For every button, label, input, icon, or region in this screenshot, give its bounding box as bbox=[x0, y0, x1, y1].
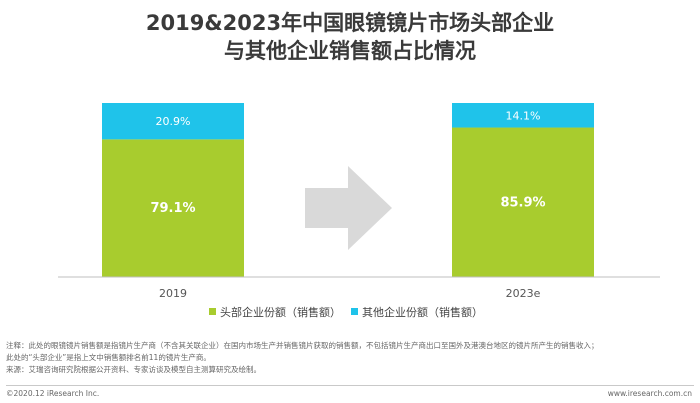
legend-other-swatch bbox=[351, 308, 358, 315]
bar-head-2023e bbox=[452, 127, 594, 277]
stacked-bar-chart: 79.1% 20.9% 2019 85.9% 14.1% 2023e 头部企业份额（销售额）… bbox=[58, 103, 660, 319]
legend-other-label: 其他企业份额（销售额） bbox=[362, 305, 483, 319]
copyright-text: ©2020.12 iResearch Inc. bbox=[6, 389, 100, 398]
legend-head-swatch bbox=[209, 308, 216, 315]
bar-other-2019 bbox=[102, 103, 244, 140]
data-label-other-2023e: 14.1% bbox=[506, 109, 541, 122]
data-label-head-2023e: 85.9% bbox=[500, 195, 545, 210]
chart-title-line2: 与其他企业销售额占比情况 bbox=[224, 39, 476, 63]
x-tick-label-2023e: 2023e bbox=[506, 287, 541, 300]
data-label-head-2019: 79.1% bbox=[150, 201, 195, 216]
chart-title-line1: 2019&2023年中国眼镜镜片市场头部企业 bbox=[145, 11, 555, 35]
bar-other-2023e bbox=[452, 103, 594, 128]
note-line-2: 此处的“头部企业”是指上文中销售额排名前11的镜片生产商。 bbox=[6, 353, 211, 362]
x-tick-label-2019: 2019 bbox=[159, 287, 187, 300]
bar-head-2019 bbox=[102, 139, 244, 277]
footer-divider bbox=[6, 385, 694, 386]
notes-block: 注释：此处的眼镜镜片销售额是指镜片生产商（不含其关联企业）在国内市场生产并销售镜… bbox=[6, 340, 696, 376]
website-text: www.iresearch.com.cn bbox=[607, 389, 692, 398]
data-label-other-2019: 20.9% bbox=[156, 115, 191, 128]
arrow-icon bbox=[305, 166, 392, 250]
source-line: 来源：艾瑞咨询研究院根据公开资料、专家访谈及模型自主测算研究及绘制。 bbox=[6, 365, 261, 374]
note-line-1: 注释：此处的眼镜镜片销售额是指镜片生产商（不含其关联企业）在国内市场生产并销售镜… bbox=[6, 341, 599, 350]
legend-head-label: 头部企业份额（销售额） bbox=[220, 305, 341, 319]
